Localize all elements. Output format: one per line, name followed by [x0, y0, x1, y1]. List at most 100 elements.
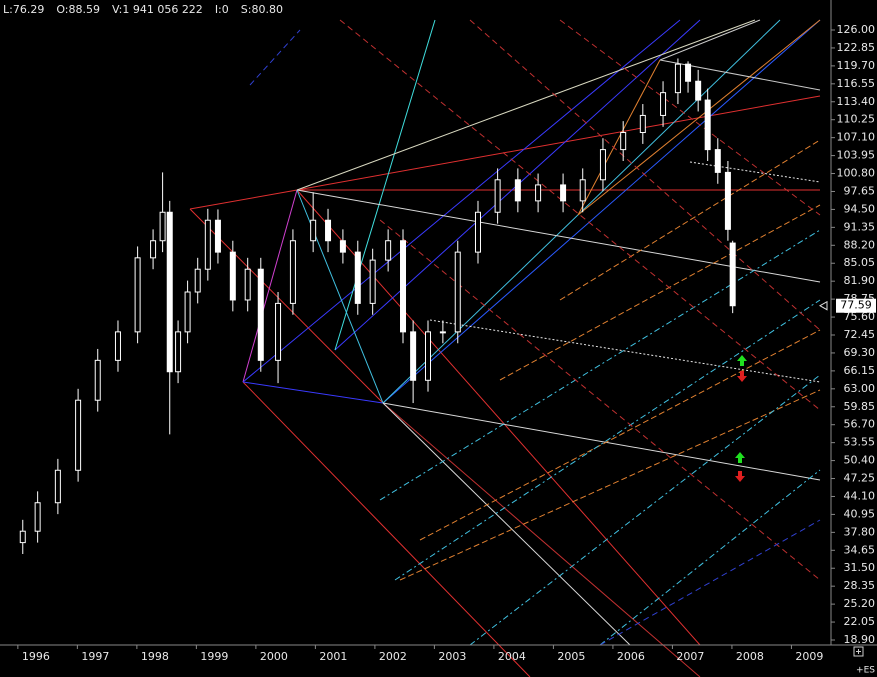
candle-body [244, 268, 251, 301]
zoom-icon [856, 649, 861, 654]
y-tick-label: 72.45 [844, 328, 876, 341]
x-tick-label: 2005 [557, 650, 585, 663]
candle-body [385, 240, 392, 261]
candle-body [439, 331, 446, 334]
header-field: I:0 [215, 3, 229, 16]
candle-body [75, 399, 82, 471]
candle-body [19, 530, 26, 544]
candle-body [275, 302, 282, 361]
y-tick-label: 97.65 [844, 184, 876, 197]
y-tick-label: 88.20 [844, 238, 876, 251]
header-field: O:88.59 [56, 3, 100, 16]
y-tick-label: 44.10 [844, 489, 876, 502]
last-price-label: 77.59 [840, 299, 872, 312]
candle-body [674, 63, 681, 94]
y-tick-label: 56.70 [844, 418, 876, 431]
candle-body [289, 240, 296, 304]
x-tick-label: 2001 [319, 650, 347, 663]
candle-body [229, 251, 236, 301]
y-tick-label: 100.80 [837, 167, 876, 180]
x-tick-label: 1996 [22, 650, 50, 663]
header-field: V:1 941 056 222 [112, 3, 203, 16]
y-tick-label: 25.20 [844, 597, 876, 610]
y-tick-label: 107.10 [837, 131, 876, 144]
candle-body [184, 291, 191, 333]
candle-body [369, 259, 376, 304]
candle-body [325, 219, 332, 242]
pitchfork-drawings [189, 19, 821, 677]
x-tick-label: 1999 [200, 650, 228, 663]
candle-body [474, 211, 481, 253]
candle-body [560, 184, 567, 202]
candle-body [425, 331, 431, 381]
y-tick-label: 18.90 [844, 633, 876, 646]
y-tick-label: 81.90 [844, 274, 876, 287]
candle-body [159, 211, 166, 242]
y-tick-label: 37.80 [844, 525, 876, 538]
candle-body [94, 359, 101, 401]
x-tick-label: 2009 [795, 650, 823, 663]
y-tick-label: 47.25 [844, 472, 876, 485]
candle-body [114, 331, 121, 361]
zoom-button[interactable] [853, 646, 864, 657]
y-tick-label: 53.55 [844, 436, 876, 449]
candle-body [54, 469, 61, 504]
y-tick-label: 94.50 [844, 202, 876, 215]
candle-body [695, 80, 702, 101]
y-tick-label: 66.15 [844, 364, 876, 377]
x-tick-label: 2004 [498, 650, 526, 663]
candle-body [514, 179, 521, 202]
y-tick-label: 50.40 [844, 454, 876, 467]
candle-body [34, 502, 41, 532]
y-tick-label: 113.40 [837, 95, 876, 108]
candle-body [704, 99, 711, 151]
y-tick-label: 69.30 [844, 346, 876, 359]
symbol-label: +ES [856, 666, 875, 676]
y-tick-label: 31.50 [844, 561, 876, 574]
x-tick-label: 2003 [438, 650, 466, 663]
candle-body [494, 179, 501, 213]
candle-body [410, 331, 417, 381]
candle-body [724, 171, 731, 230]
candle-body [310, 219, 317, 242]
y-tick-label: 59.85 [844, 400, 876, 413]
header-field: L:76.29 [3, 3, 44, 16]
candle-body [620, 132, 627, 151]
y-tick-label: 63.00 [844, 382, 876, 395]
candle-body [535, 184, 542, 202]
candle-body [214, 219, 221, 253]
y-tick-label: 110.25 [837, 113, 876, 126]
candle-body [685, 63, 692, 82]
candle-body [339, 240, 346, 253]
y-tick-label: 116.55 [837, 77, 876, 90]
y-tick-label: 85.05 [844, 256, 876, 269]
y-tick-label: 122.85 [837, 41, 876, 54]
candle-body [175, 331, 182, 373]
candle-body [134, 257, 141, 333]
candle-body [579, 179, 586, 202]
x-tick-label: 1998 [141, 650, 169, 663]
y-tick-label: 75.60 [844, 310, 876, 323]
y-tick-label: 34.65 [844, 543, 876, 556]
candle-body [660, 92, 667, 116]
candle-body [400, 240, 407, 333]
candle-body [639, 114, 646, 134]
candle-body [354, 251, 361, 304]
candle-body [257, 268, 264, 361]
candle-body [454, 251, 461, 333]
candle-body [150, 240, 157, 259]
header-field: S:80.80 [241, 3, 283, 16]
last-price-box [836, 298, 876, 313]
candle-body [194, 268, 201, 293]
x-tick-label: 2007 [676, 650, 704, 663]
x-tick-label: 2008 [736, 650, 764, 663]
y-tick-label: 28.35 [844, 579, 876, 592]
y-tick-label: 103.95 [837, 149, 876, 162]
y-tick-label: 126.00 [837, 23, 876, 36]
x-tick-label: 1997 [81, 650, 109, 663]
y-tick-label: 40.95 [844, 507, 876, 520]
candle-body [729, 242, 736, 307]
candle-body [204, 219, 211, 270]
candle-body [166, 211, 173, 373]
